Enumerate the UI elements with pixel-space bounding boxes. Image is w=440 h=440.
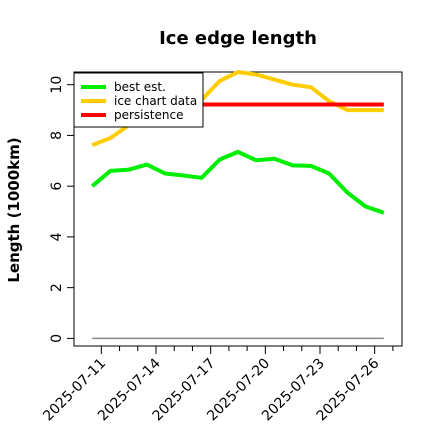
y-tick-label: 10 [49, 76, 65, 94]
y-axis-label: Length (1000km) [5, 137, 23, 282]
y-tick-label: 8 [49, 131, 65, 140]
y-tick-label: 4 [49, 232, 65, 241]
x-axis: 2025-07-112025-07-142025-07-172025-07-20… [40, 346, 394, 424]
y-axis: 0 2 4 6 8 10 [49, 76, 74, 343]
legend-label: best est. [114, 80, 166, 94]
y-tick-label: 6 [49, 182, 65, 191]
series-line-best-est- [90, 149, 385, 215]
legend-label: persistence [114, 108, 183, 122]
chart-title: Ice edge length [159, 28, 317, 49]
legend-label: ice chart data [114, 94, 197, 108]
y-tick-label: 0 [49, 334, 65, 343]
y-tick-label: 2 [49, 283, 65, 292]
